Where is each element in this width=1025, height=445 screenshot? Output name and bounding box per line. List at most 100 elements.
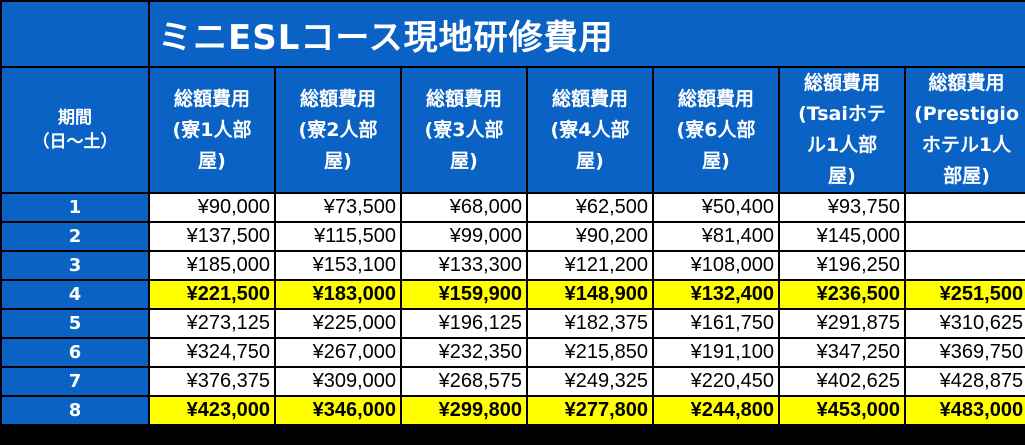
row-label: 2 [2,223,148,250]
period-label-line1: 期間 [58,108,92,128]
table-row: 4 ¥221,500 ¥183,000 ¥159,900 ¥148,900 ¥132,40… [2,281,1025,308]
price-cell: ¥93,750 [780,194,904,221]
column-header-line1: 総額費用 [299,87,376,110]
price-cell: ¥62,500 [528,194,652,221]
price-cell: ¥376,375 [150,368,274,395]
price-cell: ¥145,000 [780,223,904,250]
column-header-line1: 総額費用 [928,72,1005,94]
table-row: 3 ¥185,000 ¥153,100 ¥133,300 ¥121,200 ¥108,00… [2,252,1025,279]
column-header-line2: (寮6人部 [676,118,756,141]
corner-cell [2,2,148,66]
price-cell: ¥423,000 [150,397,274,424]
row-label: 8 [2,397,148,424]
column-header: 総額費用 (Prestigio ホテル1人部屋) [906,68,1025,192]
price-cell: ¥273,125 [150,310,274,337]
column-header-line1: 総額費用 [425,87,502,110]
column-header-line1: 総額費用 [803,72,880,94]
column-header: 総額費用 (寮1人部屋) [150,68,274,192]
price-cell: ¥196,125 [402,310,526,337]
price-cell [906,223,1025,250]
column-header: 総額費用 (寮2人部 屋) [276,68,400,192]
price-cell: ¥236,500 [780,281,904,308]
column-header-line3: 屋) [576,149,604,172]
column-header-line2: (Tsaiホテ [798,103,886,125]
price-cell: ¥159,900 [402,281,526,308]
price-cell: ¥68,000 [402,194,526,221]
row-label: 6 [2,339,148,366]
row-label: 3 [2,252,148,279]
column-header-line3: 屋) [702,149,730,172]
column-header-line2: (寮3人部 [424,118,504,141]
column-header-line3: 屋) [450,149,478,172]
price-cell: ¥249,325 [528,368,652,395]
price-cell: ¥108,000 [654,252,778,279]
price-cell: ¥161,750 [654,310,778,337]
column-header-line4: 屋) [828,165,856,187]
column-header: 総額費用 (寮4人部 屋) [528,68,652,192]
column-header: 総額費用 (寮6人部屋) [654,68,778,192]
price-cell: ¥183,000 [276,281,400,308]
column-header-line1: 総額費用 [173,87,250,110]
price-cell [906,194,1025,221]
price-cell: ¥267,000 [276,339,400,366]
price-cell: ¥309,000 [276,368,400,395]
column-header: 総額費用 (寮3人部屋) [402,68,526,192]
price-cell: ¥310,625 [906,310,1025,337]
row-label: 1 [2,194,148,221]
price-cell: ¥483,000 [906,397,1025,424]
price-cell: ¥402,625 [780,368,904,395]
price-cell: ¥50,400 [654,194,778,221]
column-header-line1: 総額費用 [677,87,754,110]
price-cell: ¥73,500 [276,194,400,221]
price-cell [906,252,1025,279]
price-cell: ¥347,250 [780,339,904,366]
price-cell: ¥244,800 [654,397,778,424]
table-row: 6 ¥324,750 ¥267,000 ¥232,350 ¥215,850 ¥191,10… [2,339,1025,366]
price-cell: ¥115,500 [276,223,400,250]
price-cell: ¥324,750 [150,339,274,366]
column-header-line2: (Prestigio [914,103,1019,125]
price-cell: ¥90,000 [150,194,274,221]
price-cell: ¥148,900 [528,281,652,308]
price-cell: ¥215,850 [528,339,652,366]
column-header-line1: 総額費用 [551,87,628,110]
price-cell: ¥251,500 [906,281,1025,308]
price-cell: ¥191,100 [654,339,778,366]
table-row: 8 ¥423,000 ¥346,000 ¥299,800 ¥277,800 ¥244,80… [2,397,1025,424]
price-cell: ¥291,875 [780,310,904,337]
table-row: 7 ¥376,375 ¥309,000 ¥268,575 ¥249,325 ¥220,45… [2,368,1025,395]
price-cell: ¥196,250 [780,252,904,279]
page-title: ミニESLコース現地研修費用 [150,2,1025,66]
price-cell: ¥137,500 [150,223,274,250]
period-header: 期間 （日～土） [2,68,148,192]
column-header: 総額費用 (Tsaiホテ ル1人部 屋) [780,68,904,192]
price-cell: ¥346,000 [276,397,400,424]
period-label-line2: （日～土） [32,132,118,152]
price-cell: ¥121,200 [528,252,652,279]
table-row: 2 ¥137,500 ¥115,500 ¥99,000 ¥90,200 ¥81,400 ¥1… [2,223,1025,250]
price-cell: ¥133,300 [402,252,526,279]
row-label: 4 [2,281,148,308]
row-label: 7 [2,368,148,395]
price-cell: ¥221,500 [150,281,274,308]
price-cell: ¥90,200 [528,223,652,250]
table-row: 1 ¥90,000 ¥73,500 ¥68,000 ¥62,500 ¥50,400 ¥93,… [2,194,1025,221]
column-header-line3: 屋) [324,149,352,172]
price-cell: ¥225,000 [276,310,400,337]
column-header-line3: ホテル1人 [921,134,1012,156]
price-table: ミニESLコース現地研修費用 期間 （日～土） 総額費用 (寮1人部 屋) 総額費用 (… [2,2,1025,424]
price-cell: ¥220,450 [654,368,778,395]
price-cell: ¥153,100 [276,252,400,279]
price-cell: ¥268,575 [402,368,526,395]
column-header-line2: (寮1人部 [172,118,252,141]
price-cell: ¥369,750 [906,339,1025,366]
column-header-line3: 屋) [198,149,226,172]
price-cell: ¥277,800 [528,397,652,424]
price-cell: ¥453,000 [780,397,904,424]
price-cell: ¥132,400 [654,281,778,308]
column-header-line4: 部屋) [943,165,990,187]
table-row: 5 ¥273,125 ¥225,000 ¥196,125 ¥182,375 ¥161,75… [2,310,1025,337]
price-cell: ¥299,800 [402,397,526,424]
price-cell: ¥428,875 [906,368,1025,395]
price-cell: ¥182,375 [528,310,652,337]
